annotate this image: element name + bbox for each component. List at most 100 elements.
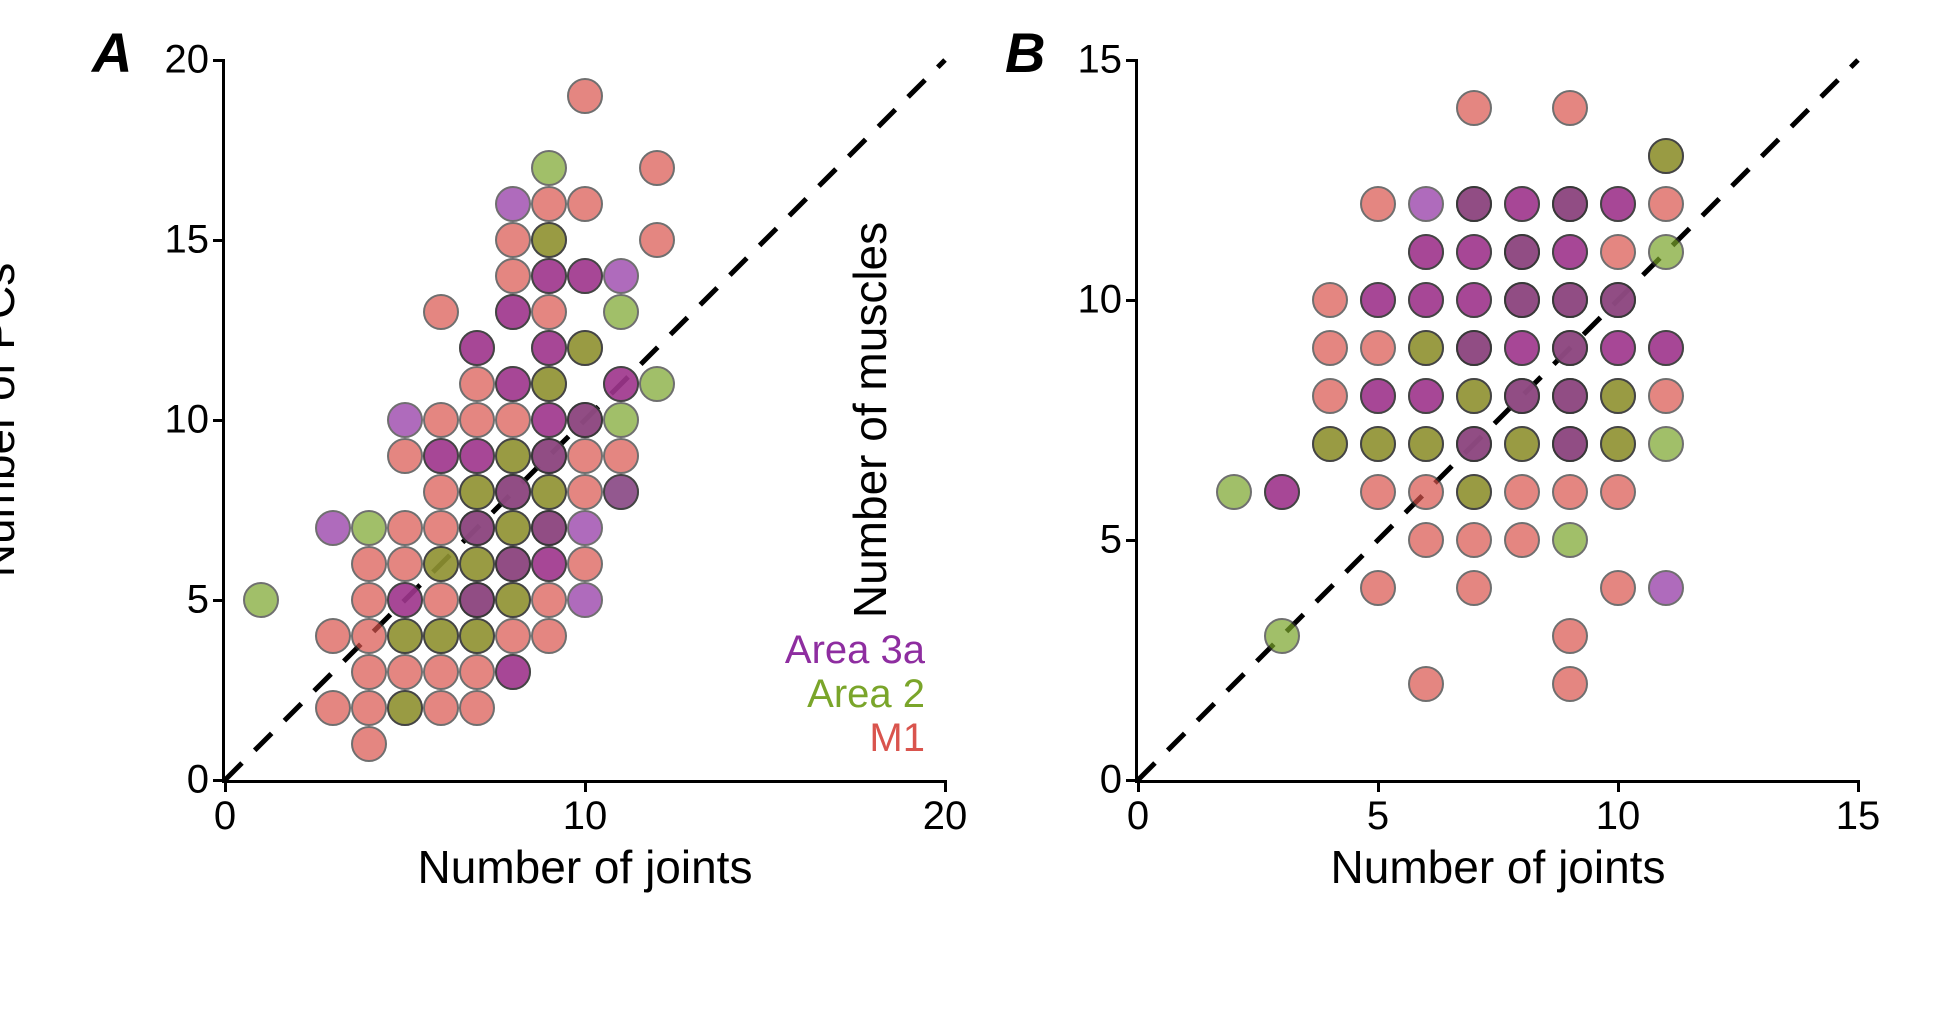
data-point [1552,234,1588,270]
data-point [531,186,567,222]
data-point [567,330,603,366]
x-tick [584,780,587,792]
x-tick-label: 10 [563,794,608,839]
legend-item: Area 3a [785,628,925,672]
data-point [531,258,567,294]
data-point [459,474,495,510]
data-point [351,582,387,618]
y-tick-label: 10 [1078,278,1123,323]
data-point [1648,138,1684,174]
data-point [567,258,603,294]
y-tick [1126,299,1138,302]
data-point [495,654,531,690]
data-point [531,546,567,582]
data-point [1552,426,1588,462]
data-point [1456,282,1492,318]
data-point [459,366,495,402]
data-point [1600,282,1636,318]
data-point [351,546,387,582]
data-point [459,546,495,582]
data-point [1408,426,1444,462]
data-point [1360,282,1396,318]
data-point [531,438,567,474]
data-point [423,294,459,330]
data-point [1312,282,1348,318]
data-point [387,618,423,654]
data-point [1360,474,1396,510]
data-point [1456,378,1492,414]
data-point [567,402,603,438]
data-point [1408,186,1444,222]
data-point [1408,666,1444,702]
data-point [531,618,567,654]
data-point [567,438,603,474]
data-point [495,366,531,402]
data-point [531,582,567,618]
data-point [1504,330,1540,366]
data-point [1216,474,1252,510]
data-point [1360,378,1396,414]
data-point [1408,234,1444,270]
data-point [423,654,459,690]
data-point [1552,474,1588,510]
data-point [1648,330,1684,366]
data-point [567,474,603,510]
data-point [459,438,495,474]
data-point [1504,474,1540,510]
data-point [1408,378,1444,414]
data-point [459,510,495,546]
data-point [1408,474,1444,510]
x-tick-label: 0 [1127,794,1149,839]
data-point [423,510,459,546]
data-point [315,510,351,546]
panel-a: A Number of joints Number of PCs 0102005… [92,40,945,913]
data-point [1408,282,1444,318]
data-point [351,726,387,762]
data-point [1552,378,1588,414]
data-point [1408,330,1444,366]
data-point [1504,282,1540,318]
data-point [459,690,495,726]
data-point [1648,378,1684,414]
data-point [495,510,531,546]
y-tick-label: 15 [1078,38,1123,83]
data-point [531,510,567,546]
data-point [1456,90,1492,126]
data-point [603,366,639,402]
figure-container: A Number of joints Number of PCs 0102005… [0,0,1950,953]
data-point [1360,426,1396,462]
data-point [567,582,603,618]
panel-b-ylabel: Number of muscles [843,222,897,618]
data-point [1312,378,1348,414]
data-point [351,654,387,690]
y-tick [1126,779,1138,782]
data-point [567,186,603,222]
data-point [1264,618,1300,654]
data-point [1600,426,1636,462]
data-point [531,330,567,366]
data-point [387,582,423,618]
panel-a-ylabel: Number of PCs [0,263,25,577]
data-point [459,402,495,438]
data-point [459,582,495,618]
panel-b-xlabel: Number of joints [1331,840,1666,894]
data-point [1600,186,1636,222]
data-point [603,294,639,330]
data-point [1504,378,1540,414]
panel-a-plot: Number of joints Number of PCs 010200510… [222,60,945,783]
y-tick-label: 20 [165,38,210,83]
y-tick [213,59,225,62]
data-point [1456,474,1492,510]
data-point [1456,234,1492,270]
y-tick-label: 5 [1100,518,1122,563]
y-tick-label: 0 [1100,758,1122,803]
identity-line [1138,60,1858,780]
data-point [1312,330,1348,366]
y-tick-label: 10 [165,398,210,443]
x-tick [224,780,227,792]
x-tick-label: 5 [1367,794,1389,839]
data-point [459,654,495,690]
x-tick-label: 20 [923,794,968,839]
data-point [531,474,567,510]
data-point [531,150,567,186]
